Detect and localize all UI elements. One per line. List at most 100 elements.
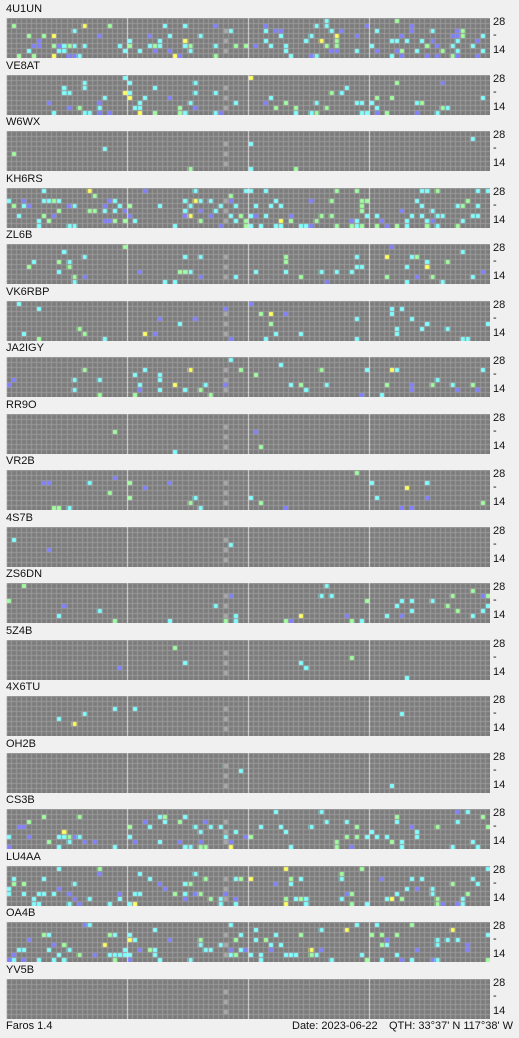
band-14-label: 14 bbox=[493, 835, 506, 847]
band-scale: 28- 14 bbox=[493, 468, 519, 512]
propagation-grid-canvas bbox=[6, 922, 490, 962]
propagation-grid-canvas bbox=[6, 74, 490, 115]
beacon-callsign: OA4B bbox=[6, 907, 36, 919]
band-mid-tick: - bbox=[493, 481, 497, 493]
propagation-grid bbox=[6, 357, 490, 397]
beacon-callsign: ZL6B bbox=[6, 229, 33, 241]
band-28-label: 28 bbox=[493, 16, 506, 28]
band-scale: 28- 14 bbox=[493, 751, 519, 795]
band-14-label: 14 bbox=[493, 326, 506, 339]
propagation-grid bbox=[6, 526, 490, 567]
beacon-row: KH6RS 28- 14 bbox=[0, 172, 519, 228]
beacon-callsign: JA2IGY bbox=[6, 342, 44, 354]
propagation-grid-canvas bbox=[6, 978, 490, 1019]
band-mid-tick: - bbox=[493, 142, 497, 154]
beacon-row: LU4AA 28- 14 bbox=[0, 850, 519, 906]
band-scale: 28- 14 bbox=[493, 16, 519, 60]
propagation-grid bbox=[6, 187, 490, 228]
band-28-label: 28 bbox=[493, 72, 506, 85]
band-14-label: 14 bbox=[493, 891, 506, 904]
propagation-grid bbox=[6, 131, 490, 171]
propagation-grid bbox=[6, 865, 490, 906]
propagation-grid-canvas bbox=[6, 357, 490, 397]
band-mid-tick: - bbox=[493, 989, 497, 1002]
beacon-callsign: RR9O bbox=[6, 398, 37, 411]
beacon-row: RR9O 28- 14 bbox=[0, 398, 519, 454]
propagation-grid-canvas bbox=[6, 752, 490, 793]
band-14-label: 14 bbox=[493, 948, 506, 960]
propagation-grid-canvas bbox=[6, 865, 490, 906]
beacon-row: ZL6B 28- 14 bbox=[0, 228, 519, 284]
propagation-grid-canvas bbox=[6, 244, 490, 284]
beacon-row: JA2IGY 28- 14 bbox=[0, 341, 519, 397]
beacon-row: 4U1UN 28- 14 bbox=[0, 2, 519, 58]
band-mid-tick: - bbox=[493, 820, 497, 832]
band-scale: 28- 14 bbox=[493, 299, 519, 343]
band-scale: 28- 14 bbox=[493, 864, 519, 908]
beacon-row: 5Z4B 28- 14 bbox=[0, 624, 519, 680]
beacon-callsign: YV5B bbox=[6, 963, 35, 976]
band-mid-tick: - bbox=[493, 650, 497, 663]
propagation-grid-canvas bbox=[6, 413, 490, 454]
band-14-label: 14 bbox=[493, 552, 506, 565]
propagation-grid bbox=[6, 244, 490, 284]
band-mid-tick: - bbox=[493, 255, 497, 267]
band-14-label: 14 bbox=[493, 496, 506, 508]
beacon-row: W6WX 28- 14 bbox=[0, 115, 519, 171]
beacon-callsign: 4S7B bbox=[6, 511, 33, 524]
band-mid-tick: - bbox=[493, 537, 497, 550]
beacon-callsign: CS3B bbox=[6, 794, 35, 806]
band-28-label: 28 bbox=[493, 637, 506, 650]
beacon-callsign: VK6RBP bbox=[6, 285, 50, 298]
band-scale: 28- 14 bbox=[493, 977, 519, 1021]
band-scale: 28- 14 bbox=[493, 412, 519, 456]
propagation-grid-canvas bbox=[6, 583, 490, 623]
beacon-callsign: 4U1UN bbox=[6, 3, 43, 15]
date-readout: Date: 2023-06-22 bbox=[292, 1020, 378, 1032]
band-mid-tick: - bbox=[493, 707, 497, 719]
beacon-row: YV5B 28- 14 bbox=[0, 963, 519, 1019]
propagation-grid-canvas bbox=[6, 470, 490, 510]
band-scale: 28- 14 bbox=[493, 129, 519, 173]
band-mid-tick: - bbox=[493, 933, 497, 945]
band-scale: 28- 14 bbox=[493, 638, 519, 682]
band-mid-tick: - bbox=[493, 368, 497, 380]
band-14-label: 14 bbox=[493, 778, 506, 791]
band-14-label: 14 bbox=[493, 100, 506, 113]
band-14-label: 14 bbox=[493, 1004, 506, 1017]
propagation-grid bbox=[6, 978, 490, 1019]
band-scale: 28- 14 bbox=[493, 694, 519, 738]
band-scale: 28- 14 bbox=[493, 581, 519, 625]
propagation-grid-canvas bbox=[6, 639, 490, 680]
band-14-label: 14 bbox=[493, 439, 506, 452]
band-28-label: 28 bbox=[493, 920, 506, 932]
band-mid-tick: - bbox=[493, 198, 497, 211]
band-28-label: 28 bbox=[493, 694, 506, 706]
propagation-grid bbox=[6, 922, 490, 962]
band-28-label: 28 bbox=[493, 411, 506, 424]
propagation-grid bbox=[6, 300, 490, 341]
band-14-label: 14 bbox=[493, 722, 506, 734]
beacon-callsign: 4X6TU bbox=[6, 681, 41, 693]
propagation-grid-canvas bbox=[6, 131, 490, 171]
beacon-callsign: KH6RS bbox=[6, 172, 43, 185]
band-mid-tick: - bbox=[493, 311, 497, 324]
propagation-grid-canvas bbox=[6, 809, 490, 849]
beacon-callsign: VR2B bbox=[6, 455, 35, 467]
beacon-callsign: LU4AA bbox=[6, 850, 41, 863]
band-mid-tick: - bbox=[493, 594, 497, 606]
propagation-grid bbox=[6, 639, 490, 680]
band-28-label: 28 bbox=[493, 863, 506, 876]
band-28-label: 28 bbox=[493, 355, 506, 367]
band-mid-tick: - bbox=[493, 29, 497, 41]
qth-readout: QTH: 33°37' N 117°38' W bbox=[389, 1020, 514, 1032]
band-scale: 28- 14 bbox=[493, 73, 519, 117]
beacon-callsign: ZS6DN bbox=[6, 568, 43, 580]
band-scale: 28- 14 bbox=[493, 355, 519, 399]
band-28-label: 28 bbox=[493, 468, 506, 480]
beacon-callsign: 5Z4B bbox=[6, 624, 33, 637]
band-14-label: 14 bbox=[493, 157, 506, 169]
status-bar: Faros 1.4 Date: 2023-06-22 QTH: 33°37' N… bbox=[0, 1016, 519, 1036]
band-14-label: 14 bbox=[493, 609, 506, 621]
app-version: Faros 1.4 bbox=[6, 1020, 53, 1032]
